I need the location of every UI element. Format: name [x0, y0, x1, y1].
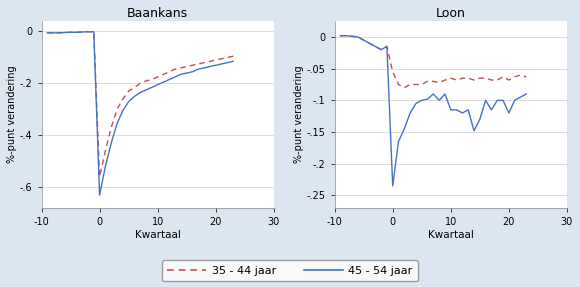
X-axis label: Kwartaal: Kwartaal [135, 230, 180, 240]
X-axis label: Kwartaal: Kwartaal [428, 230, 474, 240]
Y-axis label: %-punt verandering: %-punt verandering [294, 66, 304, 163]
Y-axis label: %-punt verandering: %-punt verandering [7, 66, 17, 163]
Title: Baankans: Baankans [127, 7, 188, 20]
Legend: 35 - 44 jaar, 45 - 54 jaar: 35 - 44 jaar, 45 - 54 jaar [162, 260, 418, 282]
Title: Loon: Loon [436, 7, 466, 20]
